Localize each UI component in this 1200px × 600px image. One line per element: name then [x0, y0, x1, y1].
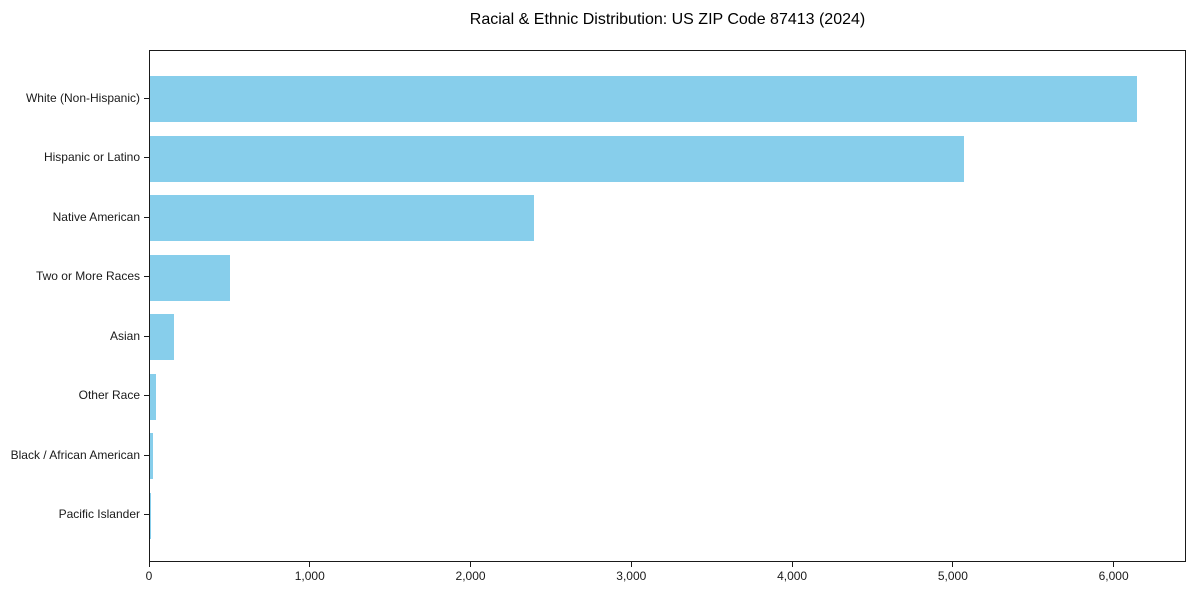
x-tick-mark [630, 562, 632, 567]
bar-hispanic-or-latino [150, 135, 964, 182]
x-tick-mark [952, 562, 954, 567]
bars-layer [150, 51, 1185, 561]
y-tick-label: White (Non-Hispanic) [25, 90, 140, 105]
y-tick-label: Pacific Islander [58, 507, 140, 522]
bar-native-american [150, 195, 535, 242]
x-tick-label: 0 [145, 569, 153, 583]
chart-title: Racial & Ethnic Distribution: US ZIP Cod… [469, 11, 866, 28]
y-tick-label: Other Race [78, 388, 140, 403]
bar-black-african-american [150, 433, 153, 480]
bar-white-non-hispanic [150, 76, 1138, 122]
x-tick-label: 5,000 [937, 569, 968, 583]
x-tick-label: 6,000 [1098, 569, 1129, 583]
x-tick-label: 3,000 [616, 569, 647, 583]
x-tick-label: 1,000 [294, 569, 325, 583]
y-tick-label: Two or More Races [35, 269, 140, 284]
y-tick-label: Hispanic or Latino [43, 150, 140, 165]
x-tick-label: 4,000 [777, 569, 808, 583]
y-tick-label: Native American [52, 209, 140, 224]
y-tick-label: Black / African American [10, 447, 140, 462]
x-tick-mark [791, 562, 793, 567]
x-tick-label: 2,000 [455, 569, 486, 583]
x-tick-mark [309, 562, 311, 567]
bar-other-race [150, 373, 156, 420]
bar-asian [150, 314, 175, 361]
x-tick-mark [1113, 562, 1115, 567]
plot-area [149, 50, 1186, 562]
x-tick-mark [470, 562, 472, 567]
bar-pacific-islander [150, 492, 151, 539]
x-tick-mark [148, 562, 150, 567]
bar-two-or-more-races [150, 254, 231, 301]
y-tick-label: Asian [109, 328, 140, 343]
